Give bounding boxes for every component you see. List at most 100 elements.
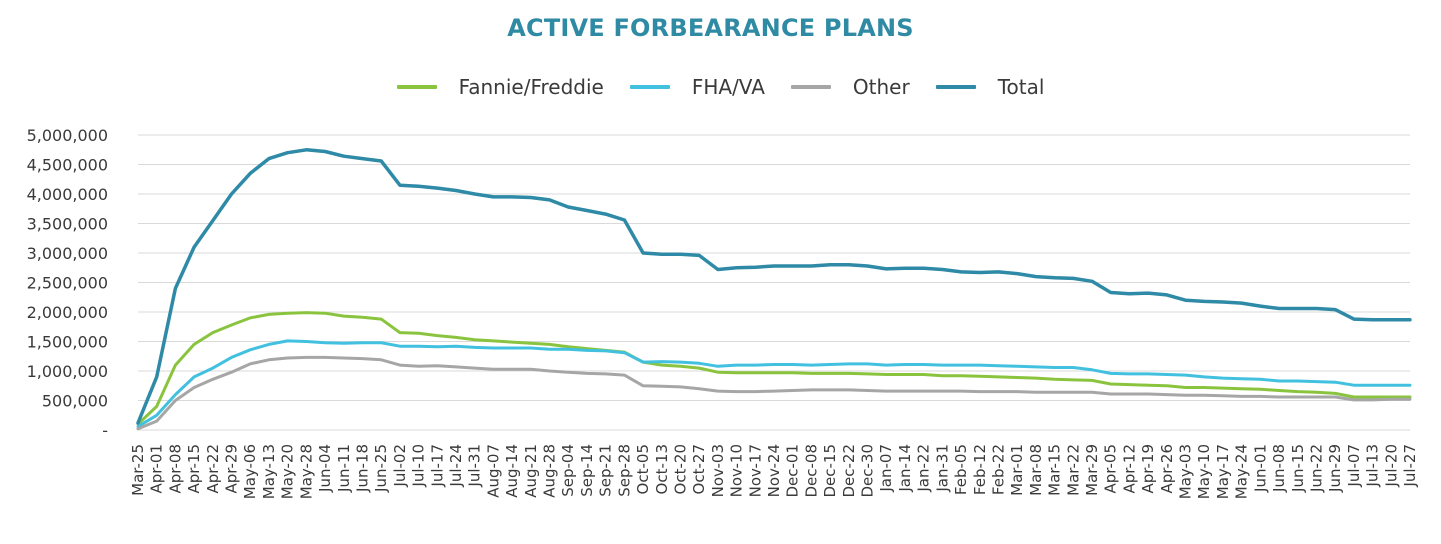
- y-tick-label: 3,000,000: [27, 244, 108, 263]
- x-tick-label: Mar-01: [1008, 444, 1026, 496]
- x-tick-label: Apr-08: [166, 444, 184, 494]
- x-tick-label: Apr-15: [185, 444, 203, 494]
- x-tick-label: Aug-07: [484, 444, 502, 498]
- x-tick-label: May-13: [260, 444, 278, 499]
- x-tick-label: Dec-22: [840, 444, 858, 498]
- x-tick-label: Apr-05: [1102, 444, 1120, 494]
- x-tick-label: Jul-02: [391, 444, 409, 488]
- x-tick-label: Jun-25: [372, 444, 390, 493]
- x-tick-label: Oct-13: [653, 444, 671, 494]
- chart-title: ACTIVE FORBEARANCE PLANS: [507, 14, 914, 42]
- x-tick-label: Nov-03: [709, 444, 727, 497]
- legend-label-fannie-freddie: Fannie/Freddie: [458, 75, 604, 99]
- x-tick-label: Dec-15: [821, 444, 839, 498]
- legend: Fannie/Freddie FHA/VA Other Total: [0, 75, 1441, 99]
- gridlines: [138, 134, 1410, 431]
- legend-item-fannie-freddie[interactable]: Fannie/Freddie: [396, 75, 604, 99]
- x-tick-label: Feb-12: [971, 444, 989, 495]
- series-line-fha-va: [136, 339, 1412, 428]
- legend-swatch-other: [790, 85, 831, 89]
- legend-item-other[interactable]: Other: [790, 75, 910, 99]
- x-tick-label: May-06: [241, 444, 259, 499]
- x-tick-label: May-17: [1214, 444, 1232, 499]
- y-tick-label: 5,000,000: [27, 126, 108, 145]
- x-tick-label: Jan-22: [915, 444, 933, 493]
- y-tick-label: 2,000,000: [27, 303, 108, 322]
- x-tick-label: Nov-10: [728, 444, 746, 497]
- x-tick-label: Oct-05: [634, 444, 652, 494]
- x-tick-label: Apr-01: [148, 444, 166, 494]
- x-tick-label: Apr-19: [1139, 444, 1157, 494]
- x-tick-label: Mar-22: [1064, 444, 1082, 496]
- x-tick-label: Sep-04: [559, 444, 577, 497]
- y-tick-label: -: [102, 421, 108, 440]
- x-tick-label: May-10: [1195, 444, 1213, 499]
- x-tick-label: Jun-22: [1307, 444, 1325, 493]
- x-tick-label: Apr-12: [1120, 444, 1138, 494]
- legend-swatch-fha-va: [629, 85, 670, 89]
- x-tick-label: Jan-14: [896, 444, 914, 493]
- x-tick-label: Mar-08: [1027, 444, 1045, 496]
- legend-item-total[interactable]: Total: [935, 75, 1045, 99]
- x-tick-label: Feb-05: [952, 444, 970, 495]
- x-tick-label: Apr-29: [223, 444, 241, 494]
- y-tick-label: 2,500,000: [27, 274, 108, 293]
- x-tick-label: Aug-14: [503, 444, 521, 498]
- x-tick-label: Jul-31: [466, 444, 484, 488]
- y-tick-label: 1,000,000: [27, 362, 108, 381]
- x-tick-label: Dec-01: [784, 444, 802, 498]
- legend-label-fha-va: FHA/VA: [691, 75, 765, 99]
- x-tick-label: Jun-04: [316, 444, 334, 493]
- x-tick-label: Jul-27: [1401, 444, 1419, 488]
- x-tick-label: Oct-27: [690, 444, 708, 494]
- x-tick-label: Jul-10: [410, 444, 428, 488]
- y-tick-label: 1,500,000: [27, 333, 108, 352]
- x-tick-label: Jan-07: [877, 444, 895, 493]
- x-tick-label: Mar-29: [1083, 444, 1101, 496]
- legend-label-other: Other: [852, 75, 910, 99]
- y-tick-label: 4,500,000: [27, 156, 108, 175]
- x-tick-label: Oct-20: [671, 444, 689, 494]
- x-tick-label: Jun-29: [1326, 444, 1344, 493]
- x-tick-label: Sep-14: [578, 444, 596, 497]
- x-tick-label: Jul-13: [1364, 444, 1382, 488]
- x-tick-label: May-28: [297, 444, 315, 499]
- legend-swatch-fannie-freddie: [396, 85, 437, 89]
- x-tick-label: Nov-24: [765, 444, 783, 497]
- y-axis-ticks: - 500,000 1,000,000 1,500,000 2,000,000 2,500…: [27, 126, 108, 440]
- x-tick-label: Mar-25: [129, 444, 147, 496]
- x-tick-label: May-03: [1177, 444, 1195, 499]
- x-tick-label: Jul-24: [447, 444, 465, 488]
- x-tick-label: Nov-17: [746, 444, 764, 497]
- legend-label-total: Total: [997, 75, 1045, 99]
- x-tick-label: Aug-28: [541, 444, 559, 498]
- x-tick-label: Jun-18: [353, 444, 371, 493]
- x-tick-label: Jan-31: [933, 444, 951, 493]
- x-tick-label: May-24: [1233, 444, 1251, 499]
- x-tick-label: Apr-26: [1158, 444, 1176, 494]
- x-tick-label: Aug-21: [522, 444, 540, 498]
- x-axis-ticks: Mar-25 Apr-01 Apr-08 Apr-15 Apr-22 Apr-29 May-…: [129, 444, 1419, 499]
- y-tick-label: 3,500,000: [27, 215, 108, 234]
- x-tick-label: Jun-15: [1289, 444, 1307, 493]
- series-line-other: [136, 355, 1412, 431]
- x-tick-label: Mar-15: [1046, 444, 1064, 496]
- series-lines: [136, 148, 1412, 431]
- x-tick-label: Jun-01: [1251, 444, 1269, 493]
- legend-item-fha-va[interactable]: FHA/VA: [629, 75, 765, 99]
- y-tick-label: 500,000: [42, 392, 108, 411]
- x-tick-label: Jul-20: [1382, 444, 1400, 488]
- x-tick-label: Jul-17: [428, 444, 446, 488]
- x-tick-label: Jun-08: [1270, 444, 1288, 493]
- x-tick-label: Dec-08: [802, 444, 820, 498]
- x-tick-label: Jun-11: [335, 444, 353, 493]
- x-tick-label: Apr-22: [204, 444, 222, 494]
- x-tick-label: Feb-22: [989, 444, 1007, 495]
- x-tick-label: Sep-28: [615, 444, 633, 497]
- x-tick-label: May-20: [279, 444, 297, 499]
- series-line-fannie-freddie: [136, 311, 1412, 426]
- x-tick-label: Dec-30: [859, 444, 877, 498]
- x-tick-label: Jul-07: [1345, 444, 1363, 488]
- y-tick-label: 4,000,000: [27, 185, 108, 204]
